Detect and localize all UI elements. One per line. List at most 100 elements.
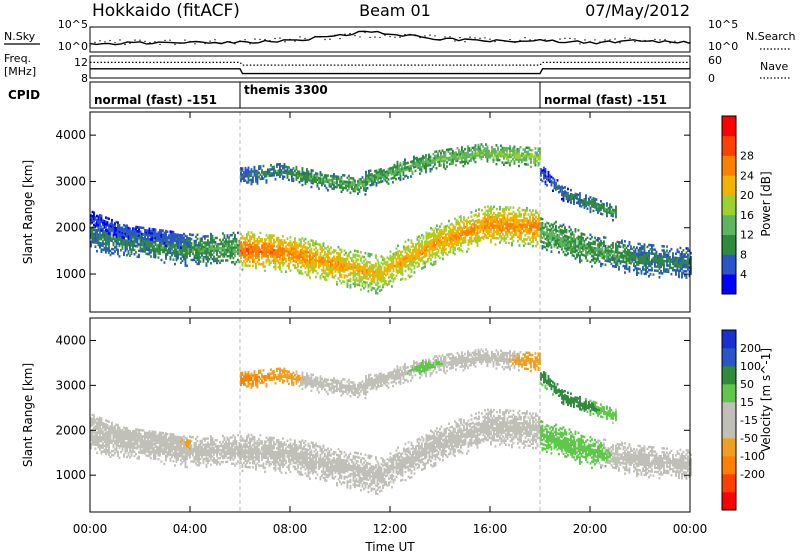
heatmap-cell — [316, 242, 319, 246]
heatmap-cell — [442, 247, 444, 250]
heatmap-cell — [346, 182, 349, 186]
heatmap-cell — [103, 248, 106, 252]
heatmap-cell — [370, 280, 373, 283]
heatmap-cell — [588, 251, 590, 255]
heatmap-cell — [450, 148, 453, 151]
heatmap-cell — [447, 156, 450, 160]
heatmap-cell — [295, 176, 298, 179]
heatmap-cell — [279, 165, 281, 168]
heatmap-cell — [243, 237, 245, 240]
heatmap-cell — [436, 239, 438, 242]
heatmap-cell — [654, 254, 656, 258]
heatmap-cell — [404, 158, 406, 161]
heatmap-cell — [404, 250, 407, 254]
heatmap-cell — [382, 285, 384, 289]
heatmap-cell — [634, 252, 637, 255]
heatmap-cell — [643, 247, 646, 250]
heatmap-cell — [247, 252, 250, 255]
heatmap-cell — [502, 218, 504, 221]
heatmap-cell — [214, 257, 217, 261]
heatmap-cell — [493, 216, 495, 219]
heatmap-cell — [292, 241, 295, 244]
heatmap-cell — [493, 211, 495, 215]
heatmap-cell — [160, 248, 163, 251]
heatmap-cell — [382, 258, 384, 262]
nsearch-point — [174, 43, 176, 46]
heatmap-cell — [106, 236, 109, 240]
heatmap-cell — [436, 228, 438, 232]
heatmap-cell — [286, 170, 289, 173]
heatmap-cell — [376, 287, 379, 291]
heatmap-cell — [421, 248, 423, 251]
heatmap-cell — [410, 258, 413, 261]
heatmap-cell — [183, 253, 185, 257]
heatmap-cell — [589, 241, 592, 245]
heatmap-cell — [385, 282, 387, 285]
heatmap-cell — [306, 254, 308, 258]
heatmap-cell — [619, 260, 622, 263]
heatmap-cell — [536, 224, 539, 227]
heatmap-cell — [204, 237, 206, 240]
heatmap-cell — [577, 241, 580, 245]
heatmap-cell — [319, 171, 322, 174]
heatmap-cell — [383, 278, 386, 282]
heatmap-cell — [348, 262, 350, 266]
heatmap-cell — [470, 232, 473, 235]
heatmap-cell — [124, 241, 127, 244]
heatmap-cell — [255, 244, 257, 247]
heatmap-cell — [579, 254, 581, 258]
heatmap-cell — [264, 238, 266, 241]
heatmap-cell — [567, 239, 569, 243]
heatmap-cell — [433, 229, 435, 233]
heatmap-cell — [306, 265, 308, 268]
heatmap-cell — [196, 250, 199, 253]
heatmap-cell — [594, 236, 596, 240]
heatmap-cell — [401, 254, 404, 258]
heatmap-cell — [424, 248, 426, 252]
heatmap-cell — [463, 241, 465, 244]
heatmap-cell — [389, 275, 392, 278]
heatmap-cell — [444, 155, 447, 158]
sky-right-tick-bottom: 10^0 — [708, 40, 738, 53]
heatmap-cell — [256, 171, 259, 175]
heatmap-cell — [521, 240, 524, 243]
heatmap-cell — [555, 227, 557, 230]
heatmap-cell — [345, 264, 347, 267]
heatmap-cell — [343, 186, 346, 190]
heatmap-cell — [286, 254, 289, 257]
heatmap-cell — [642, 253, 644, 257]
heatmap-cell — [462, 152, 465, 155]
heatmap-cell — [229, 244, 232, 247]
heatmap-cell — [621, 241, 623, 245]
heatmap-cell — [438, 160, 441, 163]
heatmap-cell — [238, 254, 241, 257]
heatmap-cell — [535, 222, 537, 225]
heatmap-cell — [503, 218, 506, 221]
heatmap-cell — [351, 267, 353, 271]
heatmap-cell — [256, 256, 259, 260]
heatmap-cell — [511, 223, 513, 226]
heatmap-cell — [538, 215, 540, 219]
heatmap-cell — [479, 236, 482, 240]
heatmap-cell — [438, 156, 441, 159]
heatmap-cell — [186, 247, 188, 251]
heatmap-cell — [321, 177, 323, 181]
heatmap-cell — [397, 269, 399, 272]
heatmap-cell — [571, 237, 574, 240]
heatmap-cell — [307, 176, 310, 180]
heatmap-cell — [618, 257, 620, 261]
heatmap-cell — [100, 225, 103, 228]
heatmap-cell — [428, 164, 430, 167]
heatmap-cell — [364, 285, 367, 288]
heatmap-cell — [268, 240, 271, 243]
heatmap-cell — [355, 272, 358, 276]
heatmap-cell — [250, 245, 253, 249]
heatmap-cell — [576, 236, 578, 240]
heatmap-cell — [646, 262, 649, 265]
heatmap-cell — [473, 159, 475, 162]
heatmap-cell — [666, 262, 668, 265]
heatmap-cell — [418, 250, 420, 253]
heatmap-cell — [171, 247, 173, 251]
heatmap-cell — [102, 244, 104, 247]
heatmap-cell — [325, 268, 328, 271]
